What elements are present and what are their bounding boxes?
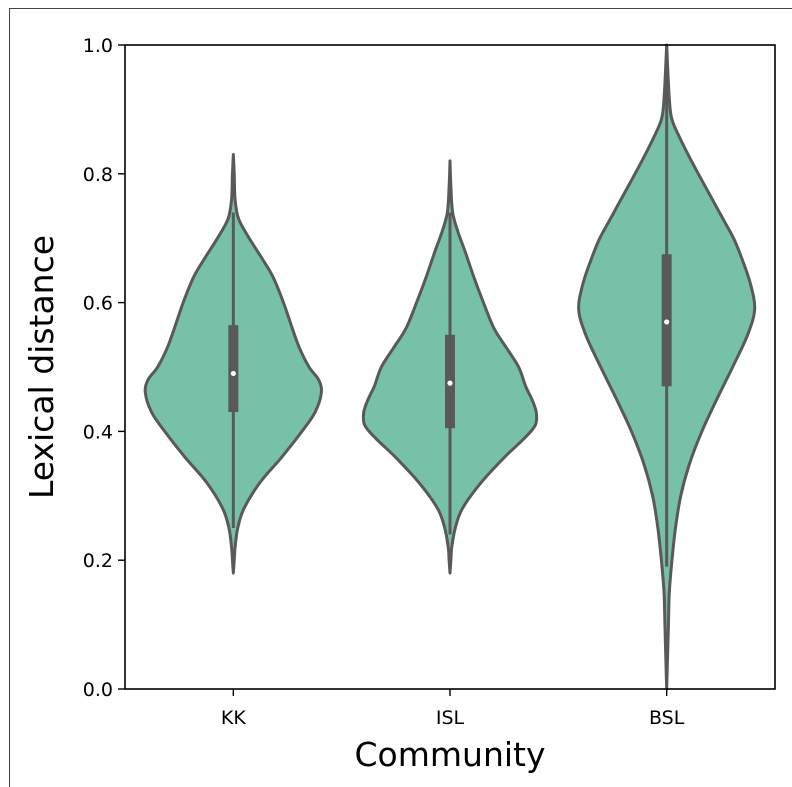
y-tick-label: 0.0 — [83, 679, 113, 701]
x-axis-label: Community — [355, 735, 546, 774]
violin-bsl — [577, 43, 757, 691]
violin-median — [447, 380, 453, 386]
x-tick-label-kk: KK — [221, 707, 246, 729]
x-tick-label-bsl: BSL — [649, 707, 685, 729]
y-tick-label: 0.2 — [83, 550, 113, 572]
figure-border-left — [9, 8, 10, 787]
y-tick-label: 0.8 — [83, 164, 113, 186]
violin-median — [664, 319, 670, 325]
violin-kk — [143, 152, 323, 575]
violin-isl — [361, 159, 539, 575]
y-tick-label: 1.0 — [83, 35, 113, 57]
violins-layer — [143, 43, 757, 691]
figure-border-top — [9, 8, 792, 9]
violin-iqr-box — [228, 325, 239, 413]
y-tick-label: 0.6 — [83, 293, 113, 315]
y-axis-label: Lexical distance — [22, 235, 61, 499]
y-tick-label: 0.4 — [83, 421, 113, 443]
x-tick-label-isl: ISL — [436, 707, 465, 729]
violin-median — [230, 370, 236, 377]
axes-layer: 0.0 0.2 0.4 0.6 0.8 1.0 KK ISL BSL — [83, 35, 685, 729]
